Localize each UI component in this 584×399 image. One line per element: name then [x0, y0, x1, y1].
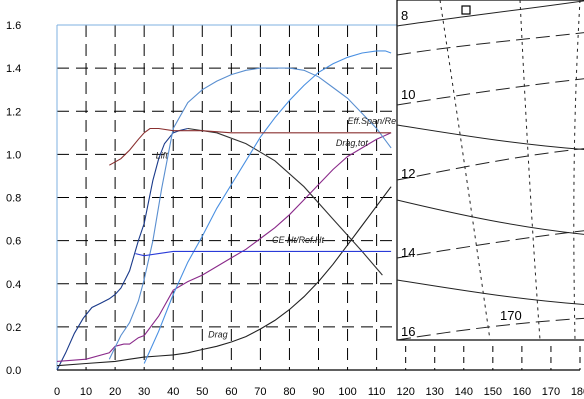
- x-tick-label: 170: [542, 386, 560, 398]
- y-tick-label: 1.6: [6, 20, 21, 32]
- x-tick-label: 90: [312, 386, 324, 398]
- x-tick-label: 140: [455, 386, 473, 398]
- inset-label: 16: [401, 324, 415, 339]
- x-tick-label: 100: [338, 386, 356, 398]
- series-line-drag-tot: [56, 132, 392, 362]
- series-line-eff-span-ref-h: [108, 67, 392, 360]
- annotation-label: Drag,tot: [336, 138, 369, 148]
- inset-label: 12: [401, 166, 415, 181]
- inset-contour-line: [396, 124, 584, 151]
- y-tick-label: 0.4: [6, 279, 21, 291]
- x-tick-label: 180: [571, 386, 584, 398]
- y-tick-label: 1.2: [6, 106, 21, 118]
- y-tick-label: 0.2: [6, 322, 21, 334]
- y-tick-label: 0.6: [6, 236, 21, 248]
- annotation-label: CE Ht/Ref.Ht: [272, 235, 325, 245]
- x-tick-label: 0: [54, 386, 60, 398]
- annotation-label: Eff.Span/Ref.H: [348, 116, 409, 126]
- y-tick-label: 1.0: [6, 149, 21, 161]
- inset-label: 10: [401, 87, 415, 102]
- x-tick-label: 160: [513, 386, 531, 398]
- y-tick-label: 0.8: [6, 193, 21, 205]
- inset-contour-line: [396, 199, 584, 235]
- inset-contour-line: [396, 148, 584, 181]
- inset-contour-line: [396, 32, 584, 56]
- inset-meridian-line: [439, 0, 491, 341]
- x-tick-label: 150: [484, 386, 502, 398]
- inset-marker-square: [461, 5, 471, 15]
- x-tick-label: 40: [167, 386, 179, 398]
- chart-axis-ticks: 0 10 20 30 40 50 60 70 80 90 100 110 120 130 140 150 160…: [6, 20, 584, 398]
- series-line-drag-tot-ref-: [109, 127, 392, 166]
- x-tick-label: 70: [254, 386, 266, 398]
- y-tick-label: 1.4: [6, 63, 21, 75]
- chart-series-group: [56, 50, 392, 371]
- x-tick-label: 30: [138, 386, 150, 398]
- chart-grid: [56, 24, 581, 371]
- x-tick-label: 50: [196, 386, 208, 398]
- inset-label: 14: [401, 245, 415, 260]
- series-line-lift-outer-: [143, 50, 392, 364]
- inset-label: 170: [500, 308, 522, 323]
- x-tick-label: 60: [225, 386, 237, 398]
- x-tick-label: 20: [109, 386, 121, 398]
- inset-contour-line: [396, 279, 584, 306]
- y-tick-label: 0.0: [6, 365, 21, 377]
- chart-annotations: Lift Eff.Span/Ref.H Drag,tot CE Ht/Ref.Ht Dr…: [156, 116, 408, 339]
- series-line-lift: [56, 127, 188, 371]
- inset-contour-line: [396, 230, 584, 259]
- annotation-label: Lift: [156, 151, 169, 161]
- series-line-ce-ht-ref-ht: [135, 250, 392, 257]
- inset-label: 8: [401, 8, 408, 23]
- inset-contour-line: [396, 78, 584, 106]
- inset-map-panel: 8 10 12 14 16 170: [396, 0, 584, 341]
- inset-meridian-line: [519, 0, 541, 341]
- x-tick-label: 80: [283, 386, 295, 398]
- inset-contour-line: [396, 0, 584, 27]
- x-tick-label: 110: [368, 386, 386, 398]
- x-tick-label: 130: [426, 386, 444, 398]
- x-tick-label: 120: [396, 386, 414, 398]
- inset-contour-line: [396, 317, 584, 341]
- series-line-lift-post-stall-: [187, 127, 383, 276]
- series-line-drag: [56, 186, 392, 367]
- inset-meridian-line: [573, 0, 581, 341]
- annotation-label: Drag: [208, 330, 228, 340]
- inset-map-background: [396, 0, 584, 341]
- x-tick-label: 10: [80, 386, 92, 398]
